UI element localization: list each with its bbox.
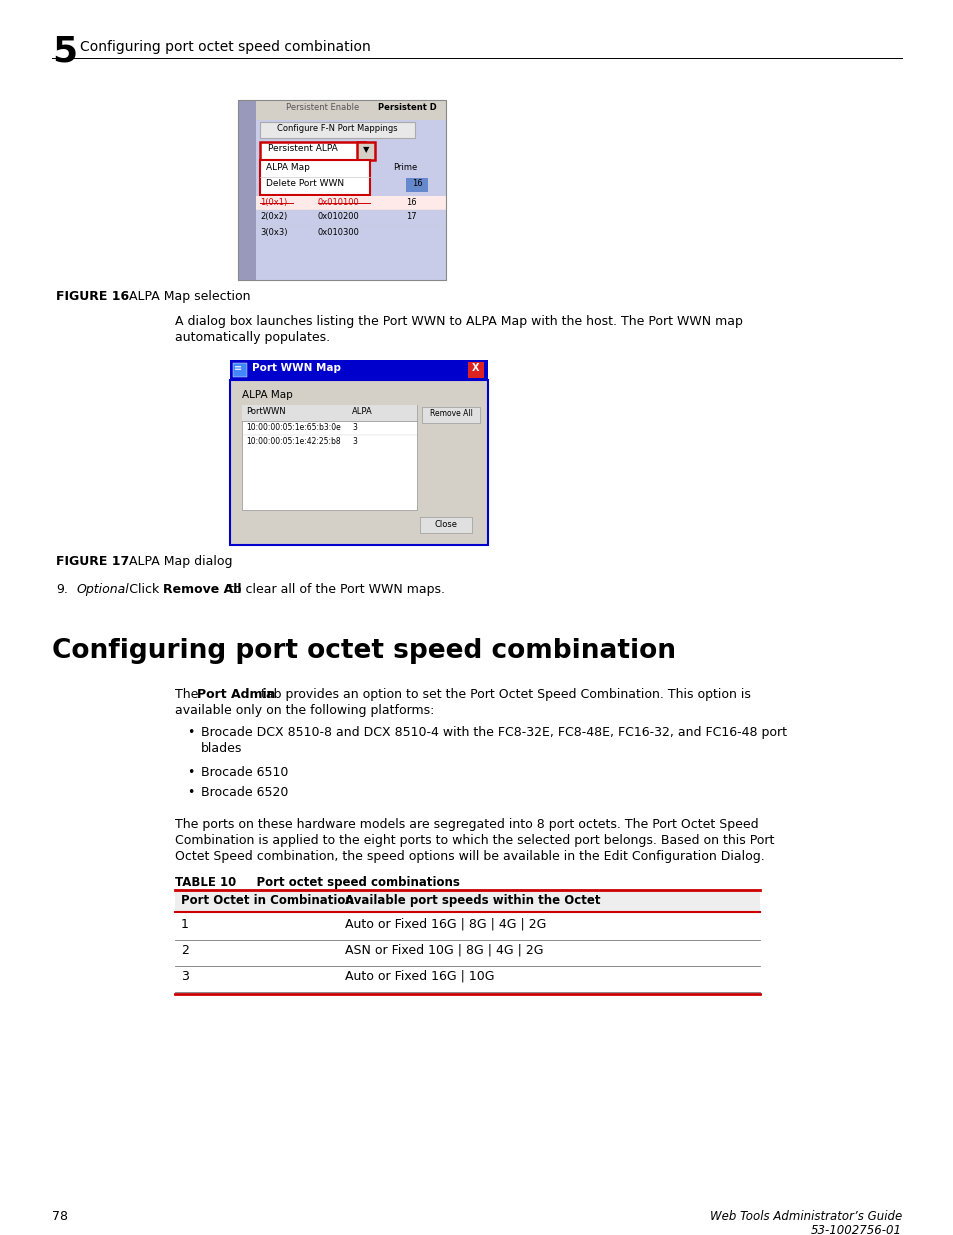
- Bar: [468, 362, 483, 378]
- Text: Brocade 6510: Brocade 6510: [201, 766, 288, 779]
- Bar: [242, 405, 416, 510]
- Text: FIGURE 16: FIGURE 16: [56, 290, 129, 303]
- Text: ALPA: ALPA: [352, 408, 373, 416]
- Text: Auto or Fixed 16G | 10G: Auto or Fixed 16G | 10G: [345, 969, 494, 983]
- Text: 3: 3: [352, 437, 356, 446]
- Text: 0x010300: 0x010300: [317, 228, 359, 237]
- Text: 3: 3: [181, 969, 189, 983]
- Text: ▼: ▼: [362, 144, 369, 154]
- Bar: [230, 359, 488, 380]
- Text: 53-1002756-01: 53-1002756-01: [810, 1224, 901, 1235]
- Bar: [237, 100, 255, 280]
- Text: Prime: Prime: [393, 163, 416, 172]
- Text: 17: 17: [406, 212, 416, 221]
- Text: 5: 5: [52, 35, 77, 69]
- Text: 2(0x2): 2(0x2): [260, 212, 287, 221]
- Text: Port octet speed combinations: Port octet speed combinations: [240, 876, 459, 889]
- Bar: [260, 122, 415, 138]
- Text: automatically populates.: automatically populates.: [174, 331, 330, 345]
- Text: Web Tools Administrator’s Guide: Web Tools Administrator’s Guide: [709, 1210, 901, 1223]
- Text: A dialog box launches listing the Port WWN to ALPA Map with the host. The Port W: A dialog box launches listing the Port W…: [174, 315, 742, 329]
- Text: : Click: : Click: [121, 583, 163, 597]
- Bar: [356, 142, 375, 161]
- Text: 10:00:00:05:1e:42:25:b8: 10:00:00:05:1e:42:25:b8: [246, 437, 340, 446]
- Text: 2: 2: [181, 944, 189, 957]
- Text: The ports on these hardware models are segregated into 8 port octets. The Port O: The ports on these hardware models are s…: [174, 818, 758, 831]
- Bar: [237, 388, 479, 517]
- Text: ALPA Map selection: ALPA Map selection: [112, 290, 251, 303]
- Text: 16: 16: [412, 179, 422, 188]
- Text: ALPA Map: ALPA Map: [242, 390, 293, 400]
- Text: Brocade 6520: Brocade 6520: [201, 785, 288, 799]
- Text: •: •: [187, 785, 194, 799]
- Text: 3(0x3): 3(0x3): [260, 228, 287, 237]
- Text: The: The: [174, 688, 202, 701]
- Text: Configuring port octet speed combination: Configuring port octet speed combination: [80, 40, 371, 54]
- Text: Port Admin: Port Admin: [196, 688, 275, 701]
- Text: TABLE 10: TABLE 10: [174, 876, 236, 889]
- Text: 10:00:00:05:1e:65:b3:0e: 10:00:00:05:1e:65:b3:0e: [246, 424, 340, 432]
- Text: Remove All: Remove All: [429, 409, 472, 417]
- Bar: [419, 517, 472, 534]
- Text: Close: Close: [434, 520, 457, 529]
- Text: Port WWN Map: Port WWN Map: [252, 363, 340, 373]
- Text: 1: 1: [181, 918, 189, 931]
- Text: 3: 3: [352, 424, 356, 432]
- Bar: [174, 892, 760, 911]
- Text: Optional: Optional: [77, 583, 130, 597]
- Text: Octet Speed combination, the speed options will be available in the Edit Configu: Octet Speed combination, the speed optio…: [174, 850, 764, 863]
- Text: FIGURE 17: FIGURE 17: [56, 555, 129, 568]
- Bar: [237, 100, 446, 280]
- Text: Brocade DCX 8510-8 and DCX 8510-4 with the FC8-32E, FC8-48E, FC16-32, and FC16-4: Brocade DCX 8510-8 and DCX 8510-4 with t…: [201, 726, 786, 739]
- Bar: [233, 363, 247, 377]
- Text: ALPA Map dialog: ALPA Map dialog: [112, 555, 233, 568]
- Bar: [421, 408, 479, 424]
- Text: ASN or Fixed 10G | 8G | 4G | 2G: ASN or Fixed 10G | 8G | 4G | 2G: [345, 944, 543, 957]
- Text: blades: blades: [201, 742, 242, 755]
- Text: ALPA Map: ALPA Map: [266, 163, 310, 172]
- Bar: [230, 380, 488, 545]
- Text: •: •: [187, 766, 194, 779]
- Bar: [242, 405, 416, 421]
- Text: Available port speeds within the Octet: Available port speeds within the Octet: [345, 894, 599, 906]
- Text: X: X: [472, 363, 479, 373]
- Bar: [260, 142, 365, 161]
- Text: Configuring port octet speed combination: Configuring port octet speed combination: [52, 638, 676, 664]
- Text: Delete Port WWN: Delete Port WWN: [266, 179, 344, 188]
- Bar: [260, 161, 370, 195]
- Text: Configure F-N Port Mappings: Configure F-N Port Mappings: [276, 124, 396, 133]
- Text: 9.: 9.: [56, 583, 68, 597]
- Bar: [255, 100, 446, 120]
- Text: ≡: ≡: [233, 363, 242, 373]
- Text: 16: 16: [406, 198, 416, 207]
- Text: •: •: [187, 726, 194, 739]
- Text: PortWWN: PortWWN: [246, 408, 285, 416]
- Text: Remove All: Remove All: [163, 583, 241, 597]
- Text: 78: 78: [52, 1210, 68, 1223]
- Text: Auto or Fixed 16G | 8G | 4G | 2G: Auto or Fixed 16G | 8G | 4G | 2G: [345, 918, 546, 931]
- Text: Persistent ALPA: Persistent ALPA: [268, 144, 337, 153]
- Text: available only on the following platforms:: available only on the following platform…: [174, 704, 434, 718]
- Text: 1(0x1): 1(0x1): [260, 198, 287, 207]
- Text: Combination is applied to the eight ports to which the selected port belongs. Ba: Combination is applied to the eight port…: [174, 834, 774, 847]
- Text: tab provides an option to set the Port Octet Speed Combination. This option is: tab provides an option to set the Port O…: [256, 688, 750, 701]
- Text: Port Octet in Combination: Port Octet in Combination: [181, 894, 354, 906]
- Text: 0x010200: 0x010200: [317, 212, 359, 221]
- Bar: [406, 178, 428, 191]
- Text: to clear all of the Port WWN maps.: to clear all of the Port WWN maps.: [225, 583, 444, 597]
- Text: Persistent Enable: Persistent Enable: [286, 103, 359, 112]
- Text: 0x010100: 0x010100: [317, 198, 359, 207]
- Bar: [255, 196, 446, 210]
- Text: Persistent D: Persistent D: [377, 103, 436, 112]
- Bar: [237, 100, 446, 280]
